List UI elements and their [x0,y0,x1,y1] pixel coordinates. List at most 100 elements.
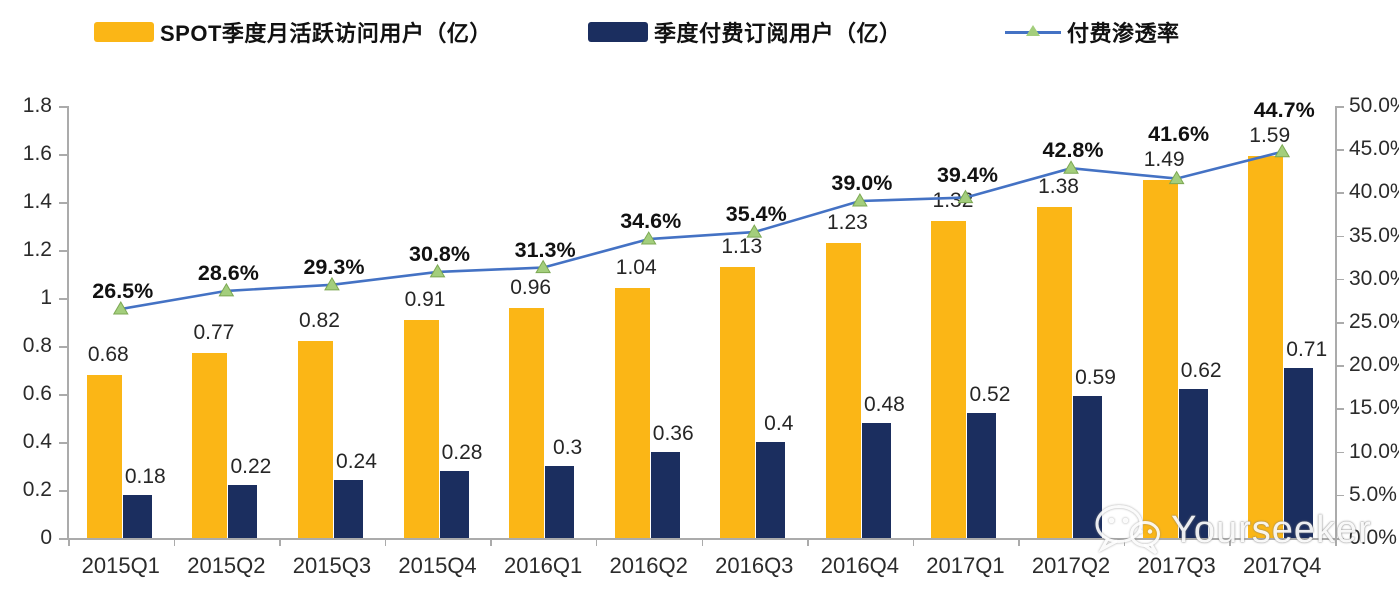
bar-sub [861,422,891,538]
pct-label: 41.6% [1148,122,1210,147]
x-tick-label: 2015Q1 [81,553,160,578]
y-axis-left-tick [59,394,67,396]
y-axis-right-label: 0.0% [1349,526,1397,549]
bar-mau [720,266,756,538]
bar-mau [1037,206,1073,538]
pct-label: 42.8% [1042,138,1104,163]
pct-label: 39.4% [936,163,998,188]
y-axis-right-tick [1336,192,1344,194]
y-axis-left-tick [59,490,67,492]
x-axis-tick [384,538,387,546]
x-tick-label: 2017Q2 [1031,553,1111,578]
y-axis-right-tick [1336,365,1344,367]
bar-label-sub: 0.28 [441,440,483,464]
y-axis-right-label: 45.0% [1349,137,1399,161]
bar-label-sub: 0.3 [553,436,583,459]
y-axis-left-tick [59,442,67,444]
x-axis-tick [490,538,492,546]
bar-sub [228,485,258,538]
x-axis-tick [912,538,915,546]
bar-sub [650,451,680,538]
line-marker-swatch-icon [1005,22,1061,42]
pct-label: 35.4% [725,202,787,227]
bar-sub [1178,389,1208,538]
bar-label-sub: 0.52 [969,383,1011,407]
bar-label-sub: 0.59 [1075,366,1116,390]
bar-sub [1284,367,1314,538]
y-axis-right-tick [1336,322,1344,324]
y-axis-right-label: 40.0% [1349,180,1399,204]
x-tick-label: 2017Q1 [926,553,1005,578]
bar-mau [614,288,650,538]
y-axis-right-tick [1336,451,1344,454]
y-axis-left-label: 1.8 [22,94,52,117]
y-axis-left-tick [59,346,67,348]
legend-label-mau: SPOT季度月活跃访问用户（亿） [160,21,492,46]
x-axis-tick [701,538,703,546]
y-axis-left-label: 1.6 [22,142,52,165]
bar-sub [756,442,786,538]
bar-mau [1248,156,1284,538]
x-tick-label: 2015Q2 [187,553,266,578]
y-axis-left-label: 0.4 [22,430,52,453]
y-axis-left-label: 1 [40,286,52,309]
penetration-line [120,150,1283,311]
legend-label-penetration: 付费渗透率 [1067,21,1180,46]
legend-item-mau: SPOT季度月活跃访问用户（亿） [94,19,492,46]
y-axis-right-label: 15.0% [1349,396,1399,420]
x-axis-tick [68,538,70,546]
y-axis-left-label: 0.2 [22,478,52,501]
y-axis-left-tick [59,106,67,108]
bar-label-mau: 1.13 [721,234,763,258]
y-axis-right-label: 30.0% [1349,266,1399,290]
y-axis-right-label: 10.0% [1349,439,1399,463]
y-axis-left-label: 1.2 [22,238,52,261]
bar-sub [333,480,363,538]
y-axis-right-tick [1336,494,1344,497]
x-tick-label: 2017Q3 [1137,553,1216,578]
pct-label: 31.3% [514,237,576,262]
bar-sub [1073,396,1103,538]
x-axis-tick [1229,538,1231,546]
y-axis-left-tick [59,202,67,204]
bar-sub [967,413,997,538]
x-axis-tick [279,538,281,546]
x-tick-label: 2015Q4 [398,553,477,578]
y-axis-right-tick [1336,106,1344,108]
bar-label-sub: 0.22 [230,455,272,479]
y-axis-left-tick [59,154,67,156]
bar-mau [403,319,439,538]
bar-sub [545,466,575,538]
bar-label-mau: 1.04 [615,256,657,280]
pct-label: 44.7% [1253,98,1315,123]
y-axis-right-label: 20.0% [1349,353,1399,377]
x-axis-tick [173,538,176,546]
pct-label: 34.6% [620,209,682,234]
y-axis-right-line [1335,106,1337,538]
bar-label-sub: 0.18 [124,464,166,488]
bar-mau [1142,180,1178,538]
x-tick-label: 2016Q4 [820,553,900,578]
x-axis-tick [595,538,598,546]
bar-label-mau: 0.68 [87,342,129,366]
x-axis-tick [1123,538,1126,546]
bar-label-mau: 1.49 [1143,148,1185,172]
y-axis-left-label: 1.4 [22,190,52,213]
x-tick-label: 2015Q3 [292,553,372,578]
sub-bar-swatch-icon [588,22,648,42]
bar-mau [931,221,967,538]
y-axis-left-tick [59,298,67,300]
watermark: Yourseeker [1093,503,1372,557]
y-axis-right-tick [1336,278,1344,281]
bar-label-sub: 0.48 [863,392,905,416]
bar-label-mau: 1.32 [932,189,974,213]
bar-label-mau: 0.82 [299,309,340,333]
bar-mau [509,307,545,538]
pct-label: 29.3% [303,254,365,279]
bar-mau [825,242,861,538]
y-axis-right-tick [1336,408,1344,410]
x-tick-label: 2016Q2 [609,553,688,578]
y-axis-right-tick [1336,149,1344,151]
bar-label-sub: 0.62 [1180,359,1222,383]
